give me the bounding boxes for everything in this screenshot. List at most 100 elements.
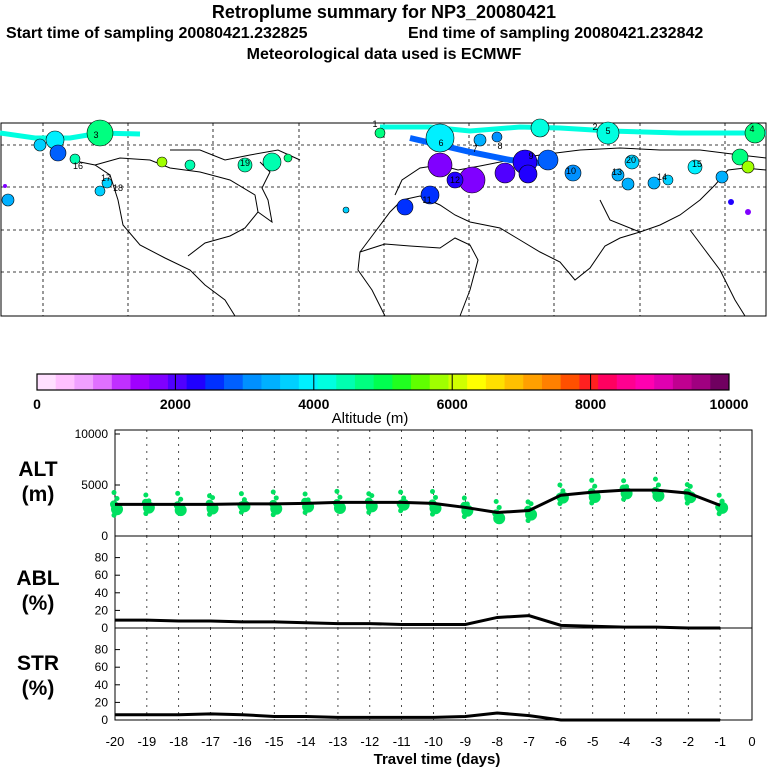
alt-label: ALT [18,458,57,481]
colorbar-cell [224,374,244,390]
altitude-cluster-dot [146,498,152,504]
colorbar-cell [467,374,487,390]
altitude-cluster-dot [525,499,531,505]
altitude-cluster-dot [334,488,340,494]
map-day-label: 7 [472,144,477,154]
colorbar-cell [167,374,188,390]
colorbar-cell [55,374,75,390]
start-time-label: Start time of sampling 20080421.232825 [6,25,308,42]
altitude-cluster-dot [241,497,247,503]
colorbar-cell [280,374,300,390]
series-line [115,711,721,722]
chart-title: Retroplume summary for NP3_20080421 [211,2,557,22]
x-axis-label: Travel time (days) [374,751,501,768]
map-day-label: 9 [528,151,533,161]
x-tick-label: -2 [683,734,695,749]
altitude-cluster-dot [652,476,658,482]
colorbar-tick-label: 0 [33,396,41,412]
colorbar-cell [336,374,356,390]
colorbar-cell [654,374,674,390]
x-tick-label: -9 [460,734,472,749]
colorbar-cell [37,374,57,390]
map-day-label: 8 [497,141,502,151]
altitude-cluster-dot [560,488,566,494]
colorbar-cell [317,374,337,390]
altitude-cluster-dot [655,482,661,488]
altitude-cluster-dot [493,499,499,505]
map-day-label: 19 [240,158,250,168]
x-tick-label: -11 [393,734,411,749]
y-tick-label: 40 [95,586,109,600]
map-day-label: 20 [626,155,636,165]
altitude-cluster-dot [398,489,404,495]
alt-unit-label: (m) [22,483,55,506]
map-day-label: 10 [566,166,576,176]
altitude-cluster-dot [719,498,725,504]
colorbar-cell [541,374,562,390]
retroplume-track [0,118,766,216]
colorbar-cell [598,374,618,390]
map-day-label: 1 [372,119,377,129]
colorbar-cell [261,374,281,390]
str-label: STR [17,652,59,675]
abl-label: ABL [16,567,59,590]
colorbar-cell [130,374,150,390]
x-tick-label: -1 [714,734,726,749]
map-frame [0,122,767,317]
map-day-label: 17 [101,173,111,183]
map-day-label: 3 [93,130,98,140]
altitude-cluster-dot [305,497,311,503]
altitude-cluster-dot [111,490,117,496]
colorbar-cell [579,374,599,390]
colorbar-cell [691,374,711,390]
x-tick-label: -5 [587,734,599,749]
x-tick-label: -18 [169,734,188,749]
altitude-cluster-dot [589,477,595,483]
colorbar-cell [504,374,524,390]
altitude-cluster-dot [433,494,438,500]
altitude-cluster-dot [207,493,213,499]
y-tick-label: 20 [95,695,109,709]
colorbar-tick-label: 10000 [710,396,749,412]
colorbar-cell [411,374,431,390]
colorbar-cell [710,374,730,390]
map-graticule [1,123,766,316]
colorbar-cell [448,374,468,390]
map-day-label: 12 [450,175,460,185]
x-tick-label: -20 [106,734,125,749]
altitude-cluster-dot [114,495,120,501]
colorbar-cell [186,374,206,390]
altitude-cluster-dot [716,492,722,498]
y-tick-label: 60 [95,568,109,582]
altitude-cluster-dot [430,489,435,495]
colorbar-tick-label: 2000 [160,396,191,412]
x-tick-label: -13 [329,734,348,749]
map-day-label: 4 [749,124,754,134]
altitude-cluster-dot [175,490,181,496]
altitude-cluster-dot [461,495,467,501]
y-tick-label: 40 [95,678,109,692]
colorbar-cell [93,374,113,390]
altitude-cluster-dot [337,494,343,500]
colorbar-tick-label: 4000 [298,396,329,412]
altitude-cluster-dot [624,484,630,490]
abl-unit-label: (%) [22,592,55,615]
y-tick-label: 60 [95,660,109,674]
altitude-cluster-dot [238,491,244,497]
altitude-cluster-dot [273,495,279,501]
x-tick-label: -10 [424,734,443,749]
colorbar-tick-label: 6000 [437,396,468,412]
altitude-cluster-dot [178,496,184,502]
x-tick-label: -16 [233,734,252,749]
colorbar-title: Altitude (m) [332,410,409,427]
colorbar-cell [560,374,580,390]
altitude-cluster-dot [684,482,690,488]
x-tick-label: -7 [523,734,535,749]
colorbar-cell [373,374,393,390]
y-tick-label: 80 [95,643,109,657]
map-day-label: 5 [605,126,610,136]
colorbar-cell [392,374,412,390]
colorbar-cell [149,374,169,390]
